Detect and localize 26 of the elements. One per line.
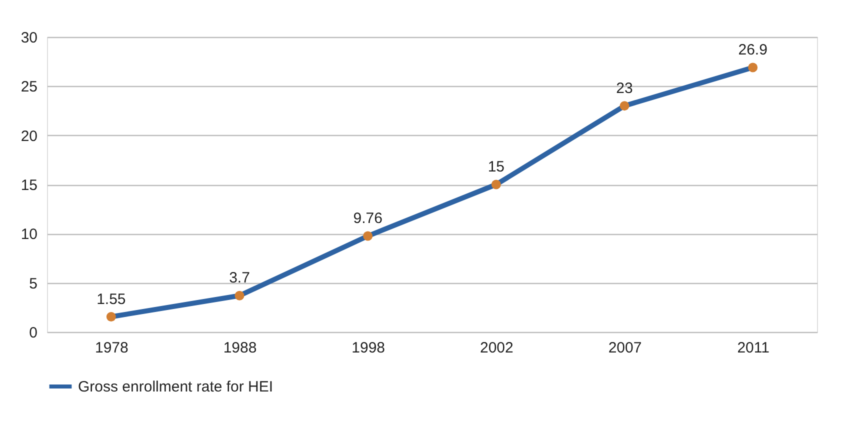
point: [620, 101, 630, 111]
x-tick-label: 1988: [223, 340, 257, 356]
y-tick-label: 0: [29, 324, 38, 342]
x-tick-label: 1978: [94, 340, 128, 356]
x-tick-label: 2007: [608, 340, 642, 356]
y-tick-label: 15: [20, 177, 38, 194]
x-tick-label: 2002: [480, 340, 514, 356]
data-label: 3.7: [229, 270, 250, 287]
y-tick-label: 25: [20, 78, 38, 96]
point: [234, 290, 244, 300]
data-label: 23: [616, 80, 633, 97]
point: [106, 312, 116, 322]
point: [748, 62, 758, 72]
point: [491, 180, 501, 190]
data-label: 9.76: [353, 210, 382, 228]
data-label: 15: [488, 158, 505, 176]
data-label: 26.9: [738, 41, 768, 58]
data-label: 1.55: [96, 290, 126, 308]
y-tick-label: 5: [29, 275, 38, 292]
y-tick-label: 20: [20, 128, 38, 145]
x-tick-label: 2011: [737, 340, 770, 356]
legend-label: Gross enrollment rate for HEI: [78, 378, 274, 396]
point: [363, 231, 373, 241]
y-tick-label: 30: [20, 30, 38, 46]
y-tick-label: 10: [20, 226, 38, 244]
x-tick-label: 1998: [352, 340, 386, 356]
